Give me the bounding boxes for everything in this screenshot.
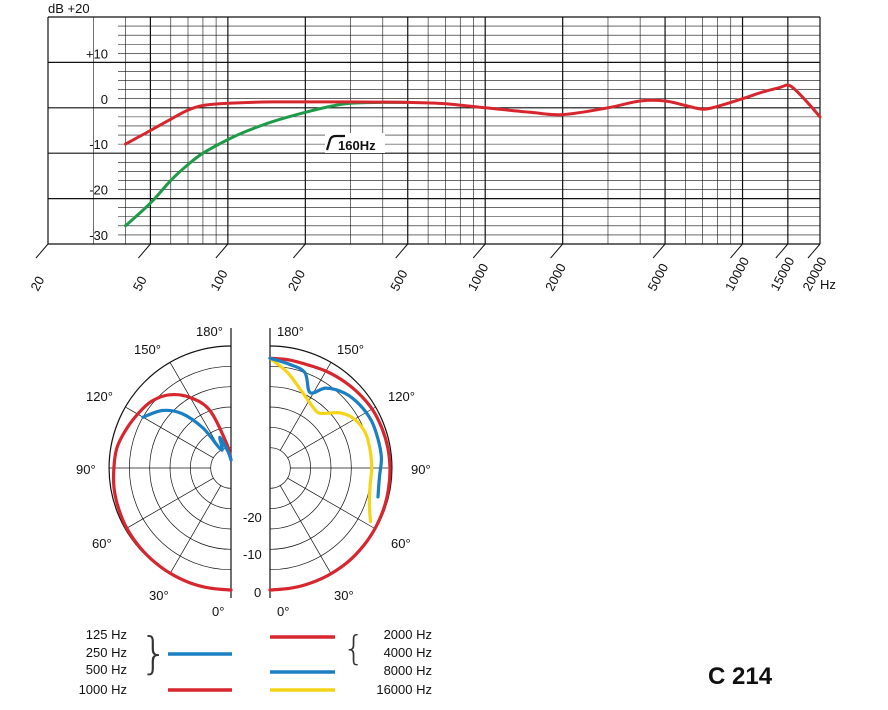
polar-spoke xyxy=(169,362,222,451)
x-tick-diagonal xyxy=(215,243,229,259)
x-tick-label: 50 xyxy=(130,274,150,294)
x-tick-diagonal xyxy=(395,243,409,259)
model-name: C 214 xyxy=(708,663,773,690)
polar-ring xyxy=(269,447,291,489)
db-label-minus-10: -10 xyxy=(243,547,262,562)
polar-spoke xyxy=(169,485,222,574)
x-tick-label: 200 xyxy=(285,267,308,293)
legend-label-500: 500 Hz xyxy=(86,662,127,677)
y-axis-labels: dB +20 +10 0 -10 -20 -30 xyxy=(48,1,108,243)
angle-label-150-right: 150° xyxy=(337,342,364,357)
x-tick-diagonal xyxy=(652,243,666,259)
angle-label-120-left: 120° xyxy=(86,389,113,404)
polar-spoke xyxy=(125,406,214,459)
polar-grid xyxy=(108,328,393,598)
x-tick-label: 5000 xyxy=(644,261,671,294)
x-tick-label: 1000 xyxy=(465,261,492,294)
polar-curve-left-red xyxy=(111,393,233,592)
angle-label-60-left: 60° xyxy=(92,536,112,551)
x-axis-labels: 20 50 100 200 500 1000 2000 5000 10000 15000 20000 xyxy=(27,254,829,293)
filter-annotation: 160Hz xyxy=(325,133,385,153)
x-tick-diagonal xyxy=(292,243,306,259)
x-tick-label: 500 xyxy=(387,267,410,293)
angle-label-0-right: 0° xyxy=(277,604,289,619)
legend-label-250: 250 Hz xyxy=(86,645,127,660)
polar-curves xyxy=(111,356,392,592)
polar-curve-right-blue xyxy=(268,356,384,499)
polar-curve-right-red xyxy=(268,356,392,592)
polar-spoke xyxy=(125,477,214,530)
polar-spoke xyxy=(279,485,332,574)
legend-label-8000: 8000 Hz xyxy=(384,663,432,678)
x-tick-diagonal xyxy=(775,243,789,259)
legend-label-1000: 1000 Hz xyxy=(79,682,127,697)
y-tick-label: -30 xyxy=(89,228,108,243)
angle-label-120-right: 120° xyxy=(388,389,415,404)
y-tick-label: dB +20 xyxy=(48,1,90,16)
x-tick-diagonal xyxy=(550,243,564,259)
angle-label-90-left: 90° xyxy=(76,462,96,477)
angle-label-90-right: 90° xyxy=(411,462,431,477)
x-tick-diagonal xyxy=(730,243,743,259)
x-tick-diagonal xyxy=(35,243,49,259)
y-tick-label: +10 xyxy=(86,46,108,61)
polar-spoke xyxy=(287,477,376,530)
y-tick-label: -10 xyxy=(89,137,108,152)
angle-label-180-left: 180° xyxy=(196,324,223,339)
db-label-0: 0 xyxy=(254,585,261,600)
angle-label-30-left: 30° xyxy=(149,588,169,603)
x-tick-diagonal xyxy=(138,243,151,259)
db-label-minus-20: -20 xyxy=(243,510,262,525)
polar-spoke xyxy=(279,362,332,451)
legend: 125 Hz 250 Hz 500 Hz 1000 Hz } { 2000 Hz… xyxy=(79,627,432,697)
x-tick-label: 15000 xyxy=(767,254,797,293)
polar-angle-labels: 180° 150° 120° 90° 60° 30° 0° 180° 150° … xyxy=(76,324,431,619)
angle-label-0-left: 0° xyxy=(212,604,224,619)
x-tick-diagonal xyxy=(807,243,821,259)
x-unit-label: Hz xyxy=(820,277,836,292)
y-tick-label: -20 xyxy=(89,183,108,198)
legend-label-4000: 4000 Hz xyxy=(384,645,432,660)
angle-label-180-right: 180° xyxy=(277,324,304,339)
frequency-grid xyxy=(35,16,821,259)
x-tick-label: 20 xyxy=(27,274,47,294)
x-tick-label: 10000 xyxy=(722,254,752,293)
legend-label-2000: 2000 Hz xyxy=(384,627,432,642)
polar-curve-right-yellow xyxy=(268,356,374,524)
legend-brace-left: } xyxy=(140,628,168,679)
x-tick-label: 2000 xyxy=(542,261,569,294)
legend-brace-right: { xyxy=(343,629,365,669)
x-tick-diagonal xyxy=(472,243,486,259)
angle-label-150-left: 150° xyxy=(134,342,161,357)
y-tick-label: 0 xyxy=(101,92,108,107)
response-curve-red xyxy=(124,83,822,146)
polar-spoke xyxy=(287,406,376,459)
filter-annotation-text: 160Hz xyxy=(338,138,376,153)
frequency-curves xyxy=(124,83,822,228)
polar-curve-left-blue xyxy=(141,408,233,462)
angle-label-60-right: 60° xyxy=(391,536,411,551)
legend-label-125: 125 Hz xyxy=(86,627,127,642)
x-tick-label: 100 xyxy=(207,267,230,293)
legend-label-16000: 16000 Hz xyxy=(376,682,432,697)
angle-label-30-right: 30° xyxy=(334,588,354,603)
